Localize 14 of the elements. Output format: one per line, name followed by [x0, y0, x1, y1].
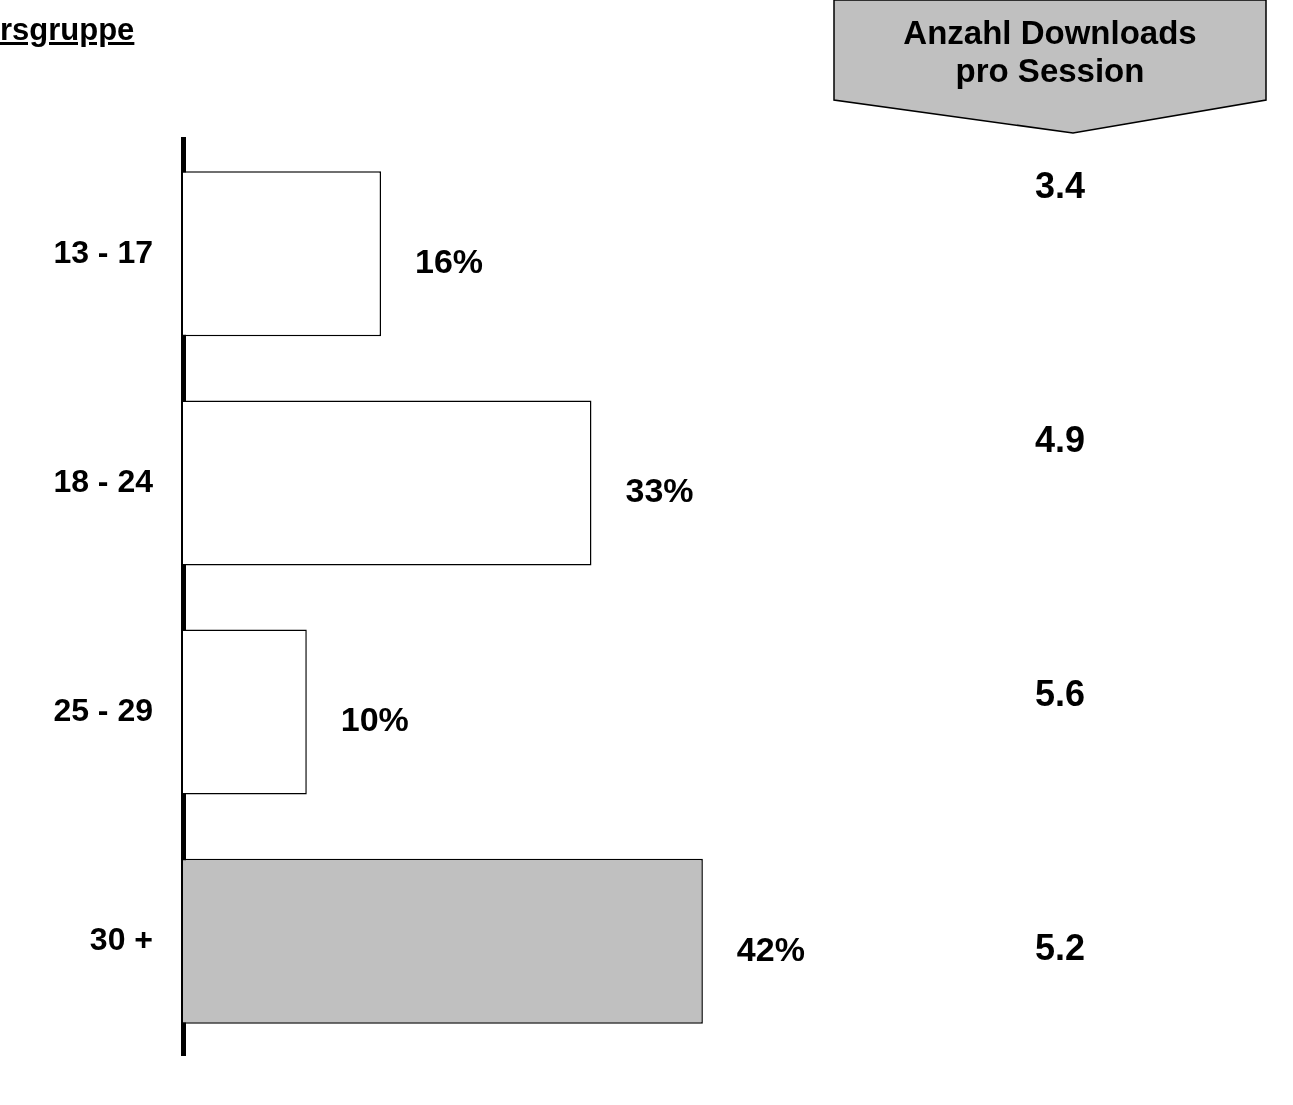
- text: Anzahl Downloads pro Session: [902, 14, 1198, 90]
- data-label: 16%: [415, 242, 484, 281]
- data-label: 5.2: [1033, 927, 1086, 969]
- y-tick-label: 18 - 24: [53, 462, 154, 499]
- data-label: 33%: [625, 471, 694, 510]
- data-label: 3.4: [1033, 165, 1086, 207]
- y-tick-label: 13 - 17: [53, 233, 153, 270]
- data-label: 4.9: [1033, 419, 1086, 461]
- chart-title: rsgruppe: [0, 12, 135, 48]
- data-label: 42%: [736, 929, 805, 968]
- y-tick-label: 25 - 29: [53, 691, 153, 728]
- data-label: 10%: [340, 700, 409, 739]
- data-label: 5.6: [1033, 673, 1086, 715]
- y-tick-label: 30 +: [89, 921, 153, 958]
